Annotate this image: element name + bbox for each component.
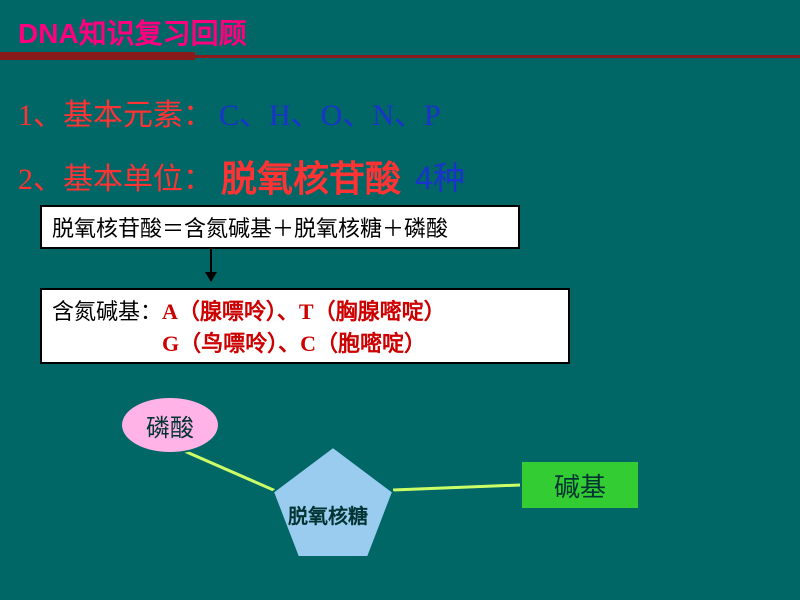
point-2-count: 4种 [415,160,465,196]
point-2-value: 脱氧核苷酸 [221,158,401,199]
point-2-label: 2、基本单位： [18,163,213,196]
bond-phosphate-sugar [182,450,278,492]
formula-text: 脱氧核苷酸＝含氮碱基＋脱氧核糖＋磷酸 [52,211,448,243]
slide-title: DNA知识复习回顾 [18,12,247,52]
sugar-label: 脱氧核糖 [288,500,368,529]
point-1: 1、基本元素：C、H、O、N、P [18,90,441,134]
bases-row-1: 含氮碱基：A（腺嘌呤）、T（胸腺嘧啶） [52,296,558,328]
title-underline [0,52,800,62]
formula-box: 脱氧核苷酸＝含氮碱基＋脱氧核糖＋磷酸 [40,205,520,249]
bases-box: 含氮碱基：A（腺嘌呤）、T（胸腺嘧啶） G（鸟嘌呤）、C（胞嘧啶） [40,288,570,364]
base-label: 碱基 [554,467,606,504]
bases-row-2: G（鸟嘌呤）、C（胞嘧啶） [52,328,558,360]
bases-row1-highlight: A（腺嘌呤）、T（胸腺嘧啶） [162,299,446,324]
point-1-value: C、H、O、N、P [219,99,441,132]
bond-sugar-base [393,485,520,490]
base-shape: 碱基 [520,460,640,510]
down-arrow-icon [210,249,212,281]
phosphate-shape: 磷酸 [120,396,220,454]
bases-prefix: 含氮碱基： [52,299,162,324]
point-2: 2、基本单位：脱氧核苷酸 4种 [18,148,465,200]
bases-row2-highlight: G（鸟嘌呤）、C（胞嘧啶） [162,331,426,356]
point-1-label: 1、基本元素： [18,99,213,132]
phosphate-label: 磷酸 [146,408,194,443]
underline-thin [0,55,800,58]
